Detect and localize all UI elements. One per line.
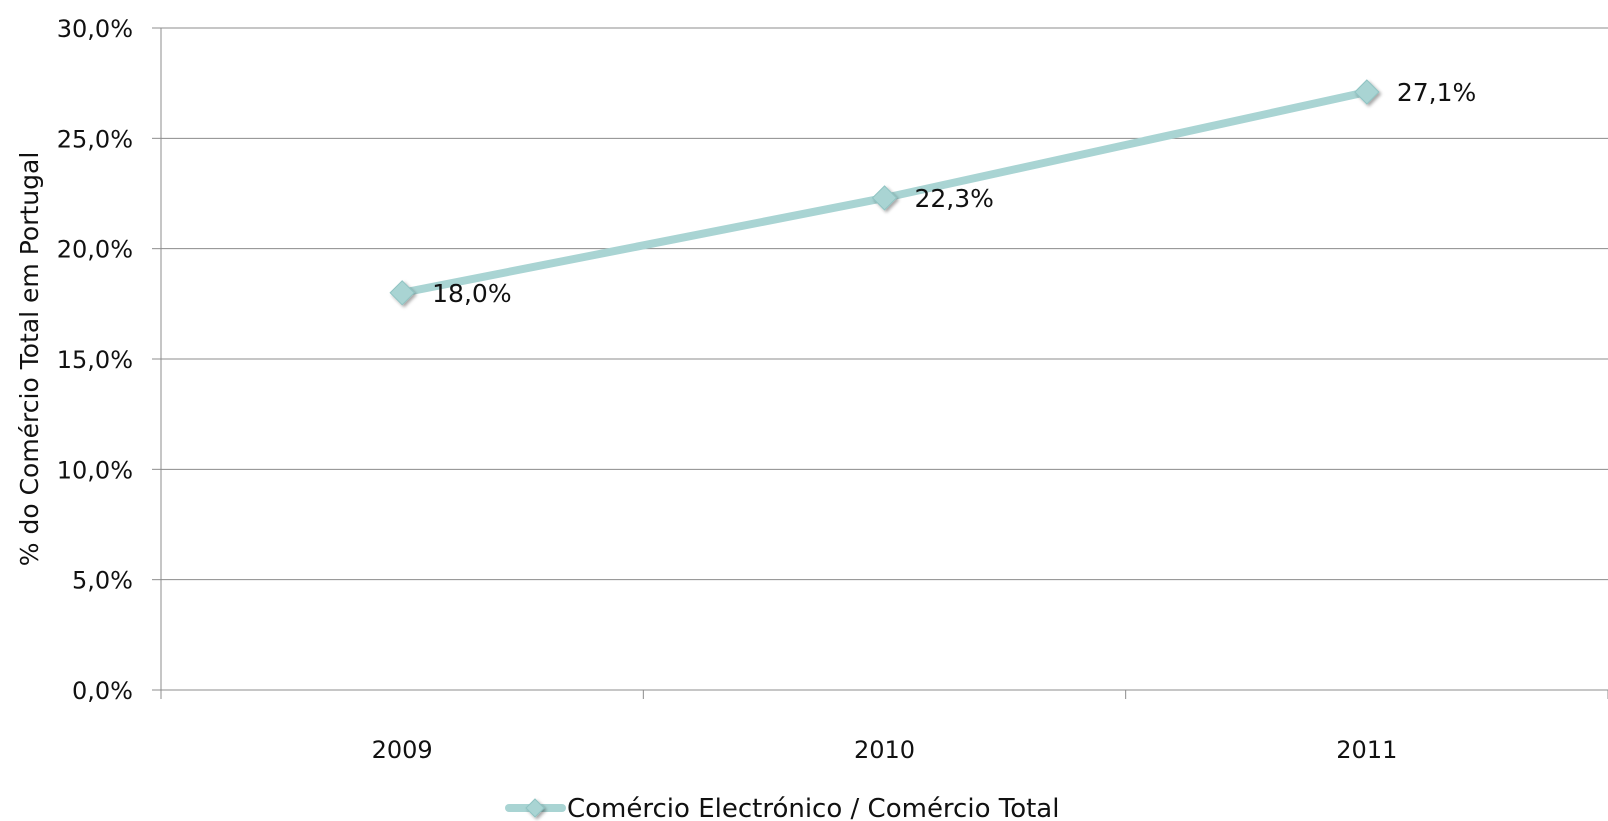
data-labels: 18,0% 22,3% 27,1%	[432, 78, 1476, 308]
data-label: 27,1%	[1397, 78, 1476, 107]
axes	[152, 27, 1608, 699]
gridlines	[161, 27, 1608, 581]
legend-series-marker	[525, 798, 545, 818]
legend: Comércio Electrónico / Comércio Total	[505, 794, 1059, 821]
x-axis-tick-labels: 2009 2010 2011	[372, 736, 1398, 764]
data-point-marker	[1354, 79, 1380, 105]
y-axis-title: % do Comércio Total em Portugal	[15, 152, 44, 567]
data-label: 22,3%	[915, 184, 994, 213]
data-point-marker	[871, 185, 898, 211]
y-tick-label: 0,0%	[72, 677, 133, 705]
y-tick-label: 5,0%	[72, 567, 133, 595]
y-tick-label: 30,0%	[57, 15, 133, 43]
x-tick-label: 2011	[1336, 736, 1397, 764]
legend-series-label: Comércio Electrónico / Comércio Total	[567, 794, 1059, 821]
y-axis-tick-labels: 0,0% 5,0% 10,0% 15,0% 20,0% 25,0% 30,0%	[57, 15, 133, 705]
series	[389, 79, 1380, 306]
data-point-marker	[389, 280, 415, 306]
data-label: 18,0%	[432, 279, 511, 308]
y-tick-label: 15,0%	[57, 346, 133, 374]
x-tick-label: 2010	[854, 736, 915, 764]
y-tick-label: 20,0%	[57, 236, 133, 264]
y-tick-label: 10,0%	[57, 456, 133, 484]
x-tick-label: 2009	[372, 736, 433, 764]
y-tick-label: 25,0%	[57, 125, 133, 153]
